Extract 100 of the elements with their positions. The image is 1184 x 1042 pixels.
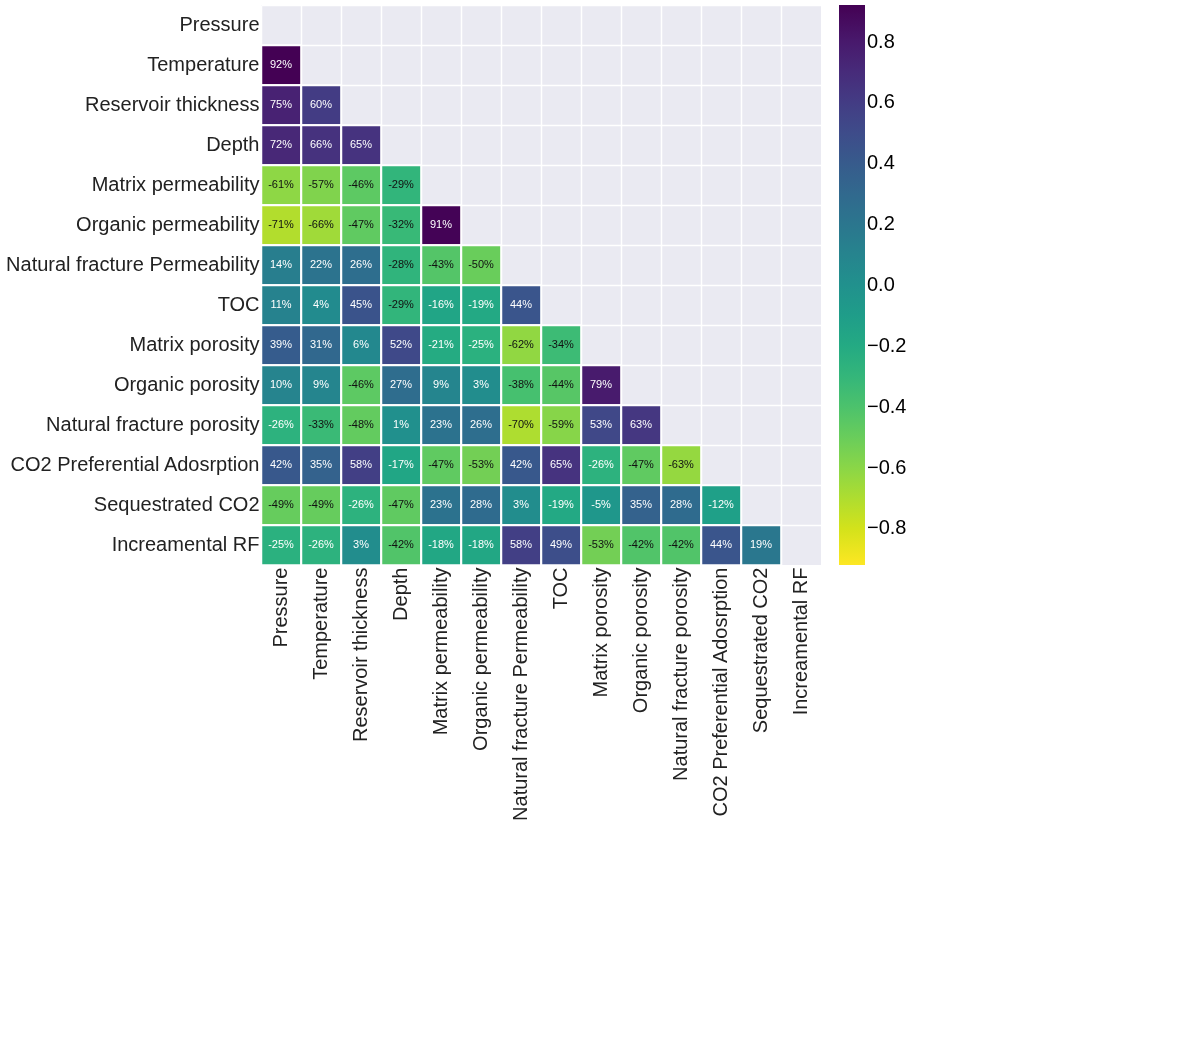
data-label: 52% [389, 338, 413, 350]
data-label: -28% [388, 258, 415, 270]
data-label: -25% [468, 338, 495, 350]
data-label: -49% [308, 498, 335, 510]
data-label: 14% [269, 258, 293, 270]
y-tick-label: TOC [217, 293, 260, 315]
y-tick-label: Natural fracture porosity [46, 413, 260, 435]
data-label: -59% [548, 418, 575, 430]
data-label: -26% [348, 498, 375, 510]
y-tick-label: Matrix porosity [129, 333, 260, 355]
data-label: -44% [548, 378, 575, 390]
data-label: -33% [308, 418, 335, 430]
data-label: 45% [349, 298, 373, 310]
data-label: -49% [268, 498, 295, 510]
y-tick-label: CO2 Preferential Adosrption [10, 453, 260, 475]
data-label: -5% [591, 498, 611, 510]
x-tick-label: Matrix permeability [429, 567, 451, 736]
data-label: -26% [588, 458, 615, 470]
data-label: 4% [313, 298, 330, 310]
data-label: 1% [393, 418, 410, 430]
data-label: 31% [309, 338, 333, 350]
y-tick-label: Organic porosity [113, 373, 260, 395]
data-label: 35% [629, 498, 653, 510]
y-tick-label: Reservoir thickness [84, 93, 260, 115]
data-label: -25% [268, 538, 295, 550]
data-label: -29% [388, 298, 415, 310]
data-label: -70% [508, 418, 535, 430]
data-label: -43% [428, 258, 455, 270]
x-tick-label: TOC [549, 567, 571, 610]
data-label: -26% [308, 538, 335, 550]
color-bar-label: 0.6 [867, 90, 895, 113]
data-label: -53% [468, 458, 495, 470]
data-label: 3% [473, 378, 490, 390]
data-label: -61% [268, 178, 295, 190]
data-label: 72% [269, 138, 293, 150]
data-label: -29% [388, 178, 415, 190]
y-tick-label: Natural fracture Permeability [6, 253, 260, 275]
color-bar-label: −0.2 [867, 333, 907, 356]
y-tick-label: Depth [206, 133, 260, 155]
y-tick-label: Temperature [147, 53, 260, 75]
y-tick-label: Pressure [179, 13, 260, 35]
x-tick-label: Natural fracture porosity [669, 567, 691, 781]
data-label: 58% [509, 538, 533, 550]
data-label: -42% [628, 538, 655, 550]
data-label: -63% [668, 458, 695, 470]
x-tick-label: Natural fracture Permeability [509, 567, 531, 821]
data-label: 35% [309, 458, 333, 470]
color-bar-label: −0.8 [867, 516, 907, 539]
data-label: -46% [348, 178, 375, 190]
color-bar-label: 0.8 [867, 29, 895, 52]
data-label: -47% [428, 458, 455, 470]
x-tick-label: Sequestrated CO2 [749, 567, 771, 734]
data-label: 19% [749, 538, 773, 550]
data-label: 53% [589, 418, 613, 430]
color-bar-label: −0.4 [867, 394, 907, 417]
data-label: -18% [428, 538, 455, 550]
data-label: 11% [270, 298, 292, 310]
data-label: -47% [628, 458, 655, 470]
data-label: -17% [388, 458, 415, 470]
data-label: 22% [309, 258, 333, 270]
data-label: 3% [353, 538, 370, 550]
data-label: 10% [269, 378, 293, 390]
data-label: 66% [309, 138, 333, 150]
data-label: 23% [429, 418, 453, 430]
x-tick-label: Reservoir thickness [349, 567, 371, 743]
data-label: -26% [268, 418, 295, 430]
data-label: -47% [348, 218, 375, 230]
x-tick-label: Organic permeability [469, 567, 491, 751]
data-label: 6% [353, 338, 370, 350]
y-tick-label: Organic permeability [76, 213, 260, 235]
data-label: -19% [548, 498, 575, 510]
data-label: -53% [588, 538, 615, 550]
data-label: -12% [708, 498, 735, 510]
x-tick-label: CO2 Preferential Adosrption [709, 567, 731, 817]
data-label: 23% [429, 498, 453, 510]
y-tick-label: Matrix permeability [91, 173, 260, 195]
data-label: 63% [629, 418, 653, 430]
data-label: 79% [589, 378, 613, 390]
x-tick-label: Increamental RF [789, 567, 811, 716]
data-label: 60% [309, 98, 333, 110]
data-label: 3% [513, 498, 530, 510]
color-bar-label: 0.2 [867, 212, 895, 235]
y-tick-label: Increamental RF [111, 533, 260, 555]
data-label: -16% [428, 298, 455, 310]
data-label: -18% [468, 538, 495, 550]
data-label: -34% [548, 338, 575, 350]
data-label: -42% [388, 538, 415, 550]
data-label: 42% [269, 458, 293, 470]
data-label: 75% [269, 98, 293, 110]
data-label: -42% [668, 538, 695, 550]
data-label: -66% [308, 218, 335, 230]
data-label: 26% [469, 418, 493, 430]
data-label: 91% [429, 218, 453, 230]
data-label: -38% [508, 378, 535, 390]
data-label: -21% [428, 338, 455, 350]
data-label: 28% [669, 498, 693, 510]
data-label: -32% [388, 218, 415, 230]
data-label: 39% [269, 338, 293, 350]
data-label: 44% [509, 298, 533, 310]
y-tick-label: Sequestrated CO2 [93, 493, 260, 515]
